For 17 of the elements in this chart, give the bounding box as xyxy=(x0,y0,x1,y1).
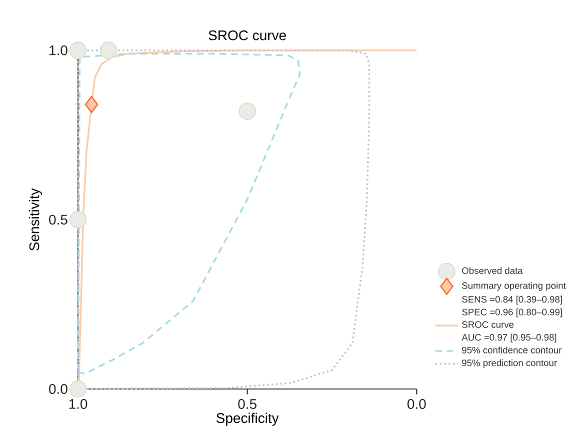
y-tick-label: 0.5 xyxy=(49,214,68,225)
y-tick-label: 0.0 xyxy=(49,384,68,394)
text: SPEC =0.96 [0.80–0.99] xyxy=(462,308,562,318)
legend-label: Observed data xyxy=(462,267,523,274)
y-tick-label: 1.0 xyxy=(50,45,68,56)
legend-label: SROC curve xyxy=(462,321,514,328)
text: SENS =0.84 [0.39–0.98] xyxy=(462,296,562,304)
x-axis-title: Specificity xyxy=(216,412,279,426)
x-tick-label: 0.5 xyxy=(238,399,256,409)
text: AUC =0.97 [0.95–0.98] xyxy=(462,334,556,343)
legend-label: Summary operating point xyxy=(462,282,566,291)
chart-title: SROC curve xyxy=(208,30,286,40)
x-tick-label: 0.0 xyxy=(407,399,426,409)
x-tick-label: 1.0 xyxy=(69,399,88,409)
y-axis-title: Sensitivity xyxy=(28,188,42,251)
legend-label: 95% prediction contour xyxy=(462,359,557,368)
legend-label: 95% confidence contour xyxy=(462,346,562,354)
